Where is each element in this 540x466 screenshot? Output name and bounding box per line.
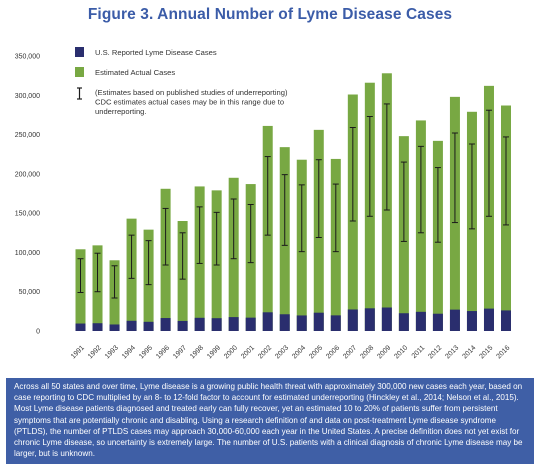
reported-bar (228, 317, 239, 331)
reported-bar (245, 317, 256, 331)
y-tick-label: 100,000 (15, 250, 40, 257)
reported-bar (347, 309, 358, 331)
chart-title: Figure 3. Annual Number of Lyme Disease … (87, 6, 453, 23)
x-tick-label: 1997 (172, 344, 188, 360)
legend-label-range: underreporting. (95, 107, 147, 116)
y-tick-label: 50,000 (19, 289, 41, 296)
x-tick-label: 1999 (206, 344, 222, 360)
reported-bar (143, 321, 154, 331)
x-tick-label: 2008 (359, 344, 375, 360)
x-tick-label: 2013 (444, 344, 460, 360)
reported-bar (313, 312, 324, 331)
x-tick-label: 2015 (478, 344, 494, 360)
reported-bar (262, 312, 273, 331)
reported-bar (109, 324, 120, 331)
x-tick-label: 2011 (411, 344, 427, 360)
x-tick-label: 2005 (308, 344, 324, 360)
x-tick-label: 2007 (342, 344, 358, 360)
x-tick-label: 1991 (70, 344, 86, 360)
x-tick-label: 1994 (121, 344, 137, 360)
reported-bar (296, 315, 307, 331)
reported-bar (501, 310, 511, 331)
x-tick-label: 2009 (376, 344, 392, 360)
y-tick-label: 300,000 (15, 93, 40, 100)
reported-bar (364, 308, 375, 331)
legend-label-range: (Estimates based on published studies of… (95, 88, 288, 97)
x-tick-label: 1993 (104, 344, 120, 360)
y-tick-label: 250,000 (15, 132, 40, 139)
reported-bar (194, 317, 205, 331)
y-tick-label: 150,000 (15, 211, 40, 218)
reported-bar (398, 313, 409, 331)
reported-bar (126, 320, 137, 331)
reported-bar (432, 313, 443, 331)
caption-text: Across all 50 states and over time, Lyme… (6, 378, 534, 464)
reported-bar (415, 311, 426, 331)
x-tick-label: 2000 (223, 344, 239, 360)
x-tick-label: 2001 (240, 344, 256, 360)
x-tick-label: 2006 (325, 344, 341, 360)
x-tick-label: 2004 (291, 344, 307, 360)
x-tick-label: 1995 (138, 344, 154, 360)
reported-bar (483, 308, 494, 331)
x-tick-label: 2003 (274, 344, 290, 360)
reported-bar (177, 320, 188, 331)
x-tick-label: 1992 (87, 344, 103, 360)
x-tick-label: 2016 (495, 344, 511, 360)
reported-bar (211, 318, 222, 331)
x-tick-label: 2014 (461, 344, 477, 360)
legend-swatch-reported (75, 47, 84, 57)
reported-bar (160, 318, 171, 331)
legend-swatch-estimated (75, 67, 84, 77)
reported-bar (92, 323, 103, 331)
reported-bar (75, 323, 86, 331)
reported-bar (381, 307, 392, 331)
y-tick-label: 0 (36, 329, 40, 336)
x-tick-label: 1998 (189, 344, 205, 360)
x-tick-label: 2010 (393, 344, 409, 360)
y-tick-label: 200,000 (15, 171, 40, 178)
x-tick-label: 2002 (257, 344, 273, 360)
y-tick-label: 350,000 (15, 54, 40, 61)
reported-bar (279, 314, 290, 331)
x-tick-label: 2012 (427, 344, 443, 360)
legend-label-reported: U.S. Reported Lyme Disease Cases (95, 48, 217, 57)
bar-chart: 0 50,000 100,000 150,000 200,000 250,000 300,0… (15, 47, 511, 360)
x-tick-label: 1996 (155, 344, 171, 360)
legend-label-range: CDC estimates actual cases may be in thi… (95, 98, 284, 107)
reported-bar (466, 311, 477, 331)
reported-bar (330, 315, 341, 331)
reported-bar (449, 309, 460, 331)
legend-label-estimated: Estimated Actual Cases (95, 68, 175, 77)
